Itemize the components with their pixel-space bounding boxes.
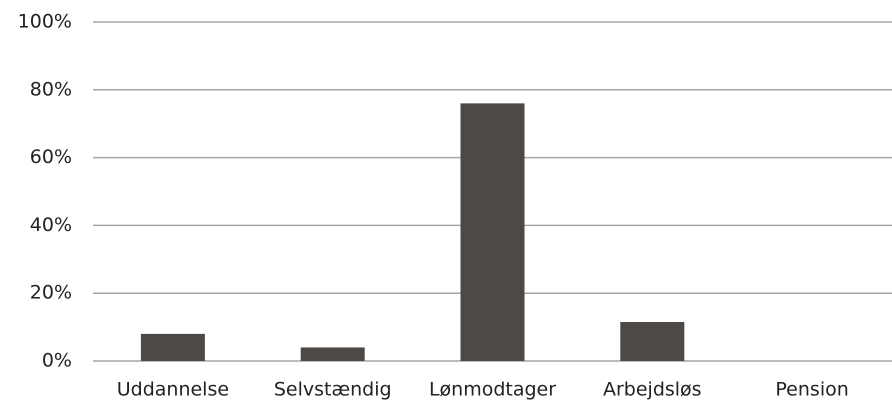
y-tick-label: 60% bbox=[30, 146, 72, 168]
y-tick-label: 80% bbox=[30, 78, 72, 100]
bar bbox=[460, 103, 525, 362]
y-tick-label: 0% bbox=[42, 350, 72, 372]
bar bbox=[620, 322, 685, 361]
y-tick-label: 20% bbox=[30, 282, 72, 304]
x-tick-label: Pension bbox=[775, 379, 848, 401]
y-tick-label: 40% bbox=[30, 214, 72, 236]
x-tick-label: Arbejdsløs bbox=[603, 379, 702, 401]
bar bbox=[140, 333, 205, 361]
x-tick-label: Uddannelse bbox=[117, 379, 229, 401]
x-tick-label: Selvstændig bbox=[274, 379, 392, 401]
y-tick-label: 100% bbox=[18, 11, 72, 33]
x-tick-label: Lønmodtager bbox=[429, 379, 556, 401]
bar bbox=[300, 347, 365, 361]
